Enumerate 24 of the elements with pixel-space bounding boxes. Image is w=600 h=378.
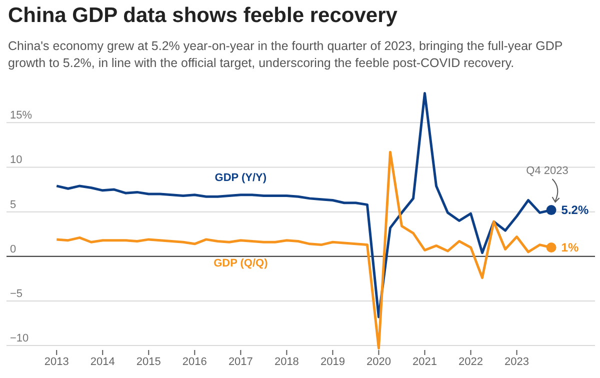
x-tick-label: 2013: [44, 356, 69, 368]
x-tick-label: 2018: [274, 356, 299, 368]
x-tick-label: 2023: [504, 356, 530, 368]
series-label: GDP (Y/Y): [214, 172, 267, 184]
y-tick-label: 0: [10, 243, 16, 256]
y-tick-label: 15%: [10, 110, 32, 122]
x-tick-label: 2016: [182, 356, 207, 368]
x-tick-label: 2021: [412, 356, 437, 368]
x-tick-label: 2014: [90, 356, 115, 368]
chart-title: China GDP data shows feeble recovery: [8, 4, 398, 28]
data-label: 1%: [561, 240, 579, 254]
x-tick-label: 2015: [136, 356, 161, 368]
chart-subtitle: China's economy grew at 5.2% year-on-year in the fourth quarter of 2023, bringing the full-year GDP growth to 5.2%, in line with the official target, underscoring the feeble post-COVID recovery.: [8, 38, 564, 72]
x-tick-label: 2017: [228, 356, 253, 368]
x-tick-label: 2022: [458, 356, 483, 368]
annotation: Q4 2023: [526, 165, 568, 178]
y-tick-label: −10: [10, 332, 29, 345]
series-label: GDP (Q/Q): [214, 257, 268, 270]
x-tick-label: 2019: [320, 356, 345, 368]
y-tick-label: 5: [10, 198, 16, 211]
x-tick-label: 2020: [366, 356, 391, 368]
data-label: 5.2%: [561, 203, 589, 218]
y-tick-label: 10: [10, 154, 22, 166]
y-tick-label: −5: [10, 288, 23, 300]
